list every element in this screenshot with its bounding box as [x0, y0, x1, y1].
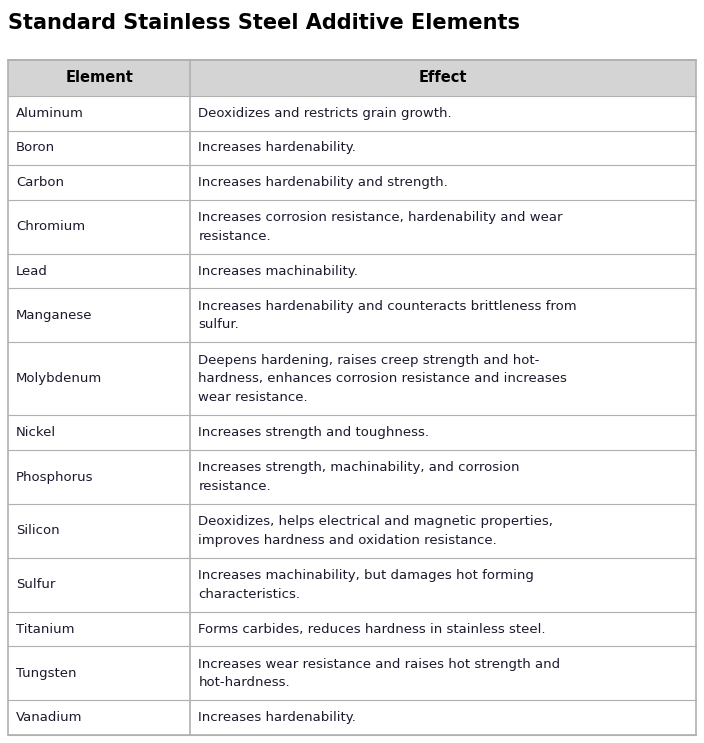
Bar — [8, 343, 696, 415]
Text: Increases wear resistance and raises hot strength and
hot-hardness.: Increases wear resistance and raises hot… — [199, 658, 560, 690]
Bar — [8, 646, 696, 701]
Text: Increases hardenability and counteracts brittleness from
sulfur.: Increases hardenability and counteracts … — [199, 299, 577, 331]
Text: Increases strength, machinability, and corrosion
resistance.: Increases strength, machinability, and c… — [199, 461, 520, 493]
Text: Nickel: Nickel — [16, 426, 56, 439]
Text: Chromium: Chromium — [16, 221, 85, 233]
Text: Increases machinability, but damages hot forming
characteristics.: Increases machinability, but damages hot… — [199, 569, 534, 600]
Bar — [8, 611, 696, 646]
Bar — [8, 415, 696, 450]
Bar — [8, 254, 696, 288]
Bar — [8, 450, 696, 504]
Text: Element: Element — [65, 71, 133, 85]
Text: Lead: Lead — [16, 265, 48, 278]
Text: Carbon: Carbon — [16, 176, 64, 189]
Text: Deepens hardening, raises creep strength and hot-
hardness, enhances corrosion r: Deepens hardening, raises creep strength… — [199, 354, 567, 404]
Text: Deoxidizes, helps electrical and magnetic properties,
improves hardness and oxid: Deoxidizes, helps electrical and magneti… — [199, 515, 553, 547]
Text: Increases strength and toughness.: Increases strength and toughness. — [199, 426, 429, 439]
Text: Increases hardenability.: Increases hardenability. — [199, 141, 356, 155]
Text: Forms carbides, reduces hardness in stainless steel.: Forms carbides, reduces hardness in stai… — [199, 623, 546, 636]
Text: Sulfur: Sulfur — [16, 578, 56, 591]
Text: Titanium: Titanium — [16, 623, 75, 636]
Text: Effect: Effect — [419, 71, 467, 85]
Text: Molybdenum: Molybdenum — [16, 372, 102, 386]
Text: Silicon: Silicon — [16, 525, 60, 537]
Text: Tungsten: Tungsten — [16, 667, 77, 680]
Bar — [8, 60, 696, 96]
Bar — [8, 131, 696, 165]
Bar — [8, 96, 696, 131]
Bar — [8, 288, 696, 343]
Text: Manganese: Manganese — [16, 309, 92, 322]
Text: Aluminum: Aluminum — [16, 107, 84, 120]
Text: Increases corrosion resistance, hardenability and wear
resistance.: Increases corrosion resistance, hardenab… — [199, 211, 562, 243]
Bar — [8, 504, 696, 558]
Bar — [8, 165, 696, 200]
Bar — [8, 558, 696, 611]
Text: Deoxidizes and restricts grain growth.: Deoxidizes and restricts grain growth. — [199, 107, 452, 120]
Text: Boron: Boron — [16, 141, 55, 155]
Text: Phosphorus: Phosphorus — [16, 470, 94, 484]
Bar — [8, 200, 696, 254]
Text: Vanadium: Vanadium — [16, 711, 82, 724]
Text: Increases hardenability.: Increases hardenability. — [199, 711, 356, 724]
Text: Increases hardenability and strength.: Increases hardenability and strength. — [199, 176, 448, 189]
Text: Standard Stainless Steel Additive Elements: Standard Stainless Steel Additive Elemen… — [8, 13, 520, 33]
Text: Increases machinability.: Increases machinability. — [199, 265, 358, 278]
Bar — [8, 701, 696, 735]
